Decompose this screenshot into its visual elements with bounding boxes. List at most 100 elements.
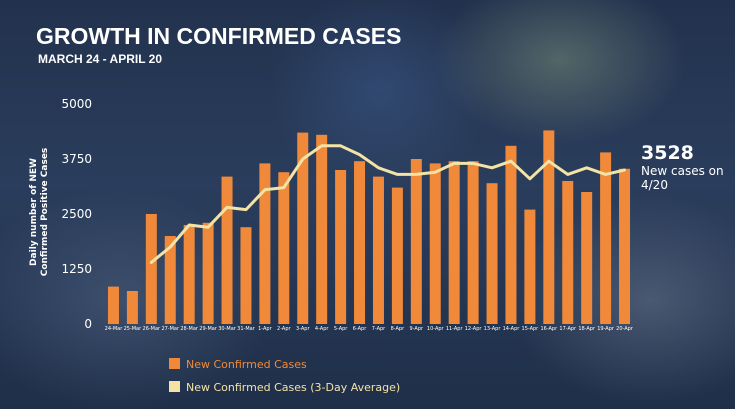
bar-31-Mar xyxy=(240,227,252,324)
average-line xyxy=(149,144,626,264)
bar-2-Apr xyxy=(278,172,290,324)
average-point-14-Apr xyxy=(509,160,513,163)
chart-subtitle: MARCH 24 - APRIL 20 xyxy=(38,52,162,66)
average-point-9-Apr xyxy=(415,173,418,176)
legend: New Confirmed Cases New Confirmed Cases … xyxy=(169,358,400,394)
y-tick-label: 3750 xyxy=(61,152,92,166)
average-point-17-Apr xyxy=(566,173,569,176)
average-point-30-Mar xyxy=(225,206,229,209)
average-point-15-Apr xyxy=(528,177,532,180)
average-point-4-Apr xyxy=(320,144,323,147)
x-tick-label: 20-Apr xyxy=(616,326,634,332)
x-tick-label: 7-Apr xyxy=(372,326,386,332)
bar-18-Apr xyxy=(581,192,593,324)
bar-25-Mar xyxy=(126,291,138,324)
x-tick-label: 18-Apr xyxy=(578,326,596,332)
bar-27-Mar xyxy=(164,236,176,324)
x-axis-ticks: 24-Mar 25-Mar 26-Mar 27-Mar 28-Mar 29-Mar 30-M… xyxy=(105,326,634,332)
x-tick-label: 12-Apr xyxy=(465,326,483,332)
y-axis-label: Daily number of NEW Confirmed Positive C… xyxy=(29,148,50,277)
bar-26-Mar xyxy=(145,214,157,324)
x-tick-label: 1-Apr xyxy=(258,326,272,332)
x-tick-label: 16-Apr xyxy=(540,326,558,332)
legend-label-line: New Confirmed Cases (3-Day Average) xyxy=(186,381,400,394)
x-tick-label: 6-Apr xyxy=(353,326,367,332)
average-point-12-Apr xyxy=(471,162,475,165)
x-tick-label: 5-Apr xyxy=(334,326,348,332)
bar-24-Mar xyxy=(107,286,119,324)
average-point-20-Apr xyxy=(623,168,626,172)
average-point-26-Mar xyxy=(150,261,153,264)
x-tick-label: 2-Apr xyxy=(277,326,291,332)
y-tick-label: 1250 xyxy=(61,262,92,276)
chart-title: GROWTH IN CONFIRMED CASES xyxy=(36,23,401,49)
x-tick-label: 13-Apr xyxy=(484,326,502,332)
average-point-2-Apr xyxy=(282,186,286,189)
y-tick-label: 5000 xyxy=(61,97,92,111)
average-point-13-Apr xyxy=(490,166,494,169)
bar-4-Apr xyxy=(316,134,328,324)
x-tick-label: 29-Mar xyxy=(199,326,218,332)
x-tick-label: 25-Mar xyxy=(124,326,143,332)
x-tick-label: 15-Apr xyxy=(522,326,540,332)
y-axis-label-line1: Daily number of NEW xyxy=(29,158,39,266)
x-tick-label: 27-Mar xyxy=(161,326,180,332)
bar-3-Apr xyxy=(297,132,309,324)
x-tick-label: 30-Mar xyxy=(218,326,237,332)
average-point-27-Mar xyxy=(169,245,172,249)
annotation-text-line2: 4/20 xyxy=(641,178,668,192)
average-point-19-Apr xyxy=(604,173,607,176)
bar-14-Apr xyxy=(505,145,517,324)
y-tick-label: 0 xyxy=(84,317,92,331)
x-tick-label: 4-Apr xyxy=(315,326,329,332)
x-tick-label: 31-Mar xyxy=(237,326,256,332)
x-tick-label: 10-Apr xyxy=(427,326,445,332)
bar-13-Apr xyxy=(486,183,498,324)
bar-12-Apr xyxy=(467,161,479,324)
legend-label-bars: New Confirmed Cases xyxy=(186,358,307,371)
bar-17-Apr xyxy=(562,181,574,324)
annotation-value: 3528 xyxy=(641,142,694,164)
x-tick-label: 24-Mar xyxy=(105,326,124,332)
bar-16-Apr xyxy=(543,130,555,324)
average-point-1-Apr xyxy=(263,188,267,191)
bar-8-Apr xyxy=(391,187,403,324)
bar-29-Mar xyxy=(202,222,214,324)
bar-19-Apr xyxy=(600,152,612,324)
annotation-text-line1: New cases on xyxy=(641,164,724,178)
average-point-10-Apr xyxy=(434,171,437,174)
bar-15-Apr xyxy=(524,209,536,324)
bar-1-Apr xyxy=(259,163,271,324)
average-point-8-Apr xyxy=(396,173,399,176)
latest-annotation: 3528 New cases on 4/20 xyxy=(641,142,724,192)
bar-30-Mar xyxy=(221,176,233,324)
x-tick-label: 14-Apr xyxy=(503,326,521,332)
x-tick-label: 3-Apr xyxy=(296,326,310,332)
bar-9-Apr xyxy=(410,159,422,324)
bar-20-Apr xyxy=(619,168,631,324)
average-point-5-Apr xyxy=(339,144,342,147)
average-point-6-Apr xyxy=(358,153,361,156)
bar-28-Mar xyxy=(183,225,195,324)
x-tick-label: 28-Mar xyxy=(180,326,199,332)
x-tick-label: 19-Apr xyxy=(597,326,615,332)
bar-7-Apr xyxy=(372,176,384,324)
average-point-7-Apr xyxy=(377,166,380,169)
x-tick-label: 26-Mar xyxy=(143,326,162,332)
average-point-16-Apr xyxy=(547,160,551,163)
average-point-29-Mar xyxy=(206,226,210,229)
average-point-31-Mar xyxy=(244,208,248,211)
bar-6-Apr xyxy=(354,161,366,324)
legend-swatch-bars xyxy=(169,358,180,369)
x-tick-label: 8-Apr xyxy=(391,326,405,332)
x-tick-label: 9-Apr xyxy=(410,326,424,332)
average-line-series xyxy=(149,144,626,264)
average-point-18-Apr xyxy=(585,166,588,169)
average-point-3-Apr xyxy=(301,157,304,161)
y-axis-ticks: 0 1250 2500 3750 5000 xyxy=(61,97,92,331)
x-tick-label: 11-Apr xyxy=(446,326,464,332)
average-point-11-Apr xyxy=(452,162,456,165)
average-point-28-Mar xyxy=(187,223,191,227)
x-tick-label: 17-Apr xyxy=(559,326,577,332)
